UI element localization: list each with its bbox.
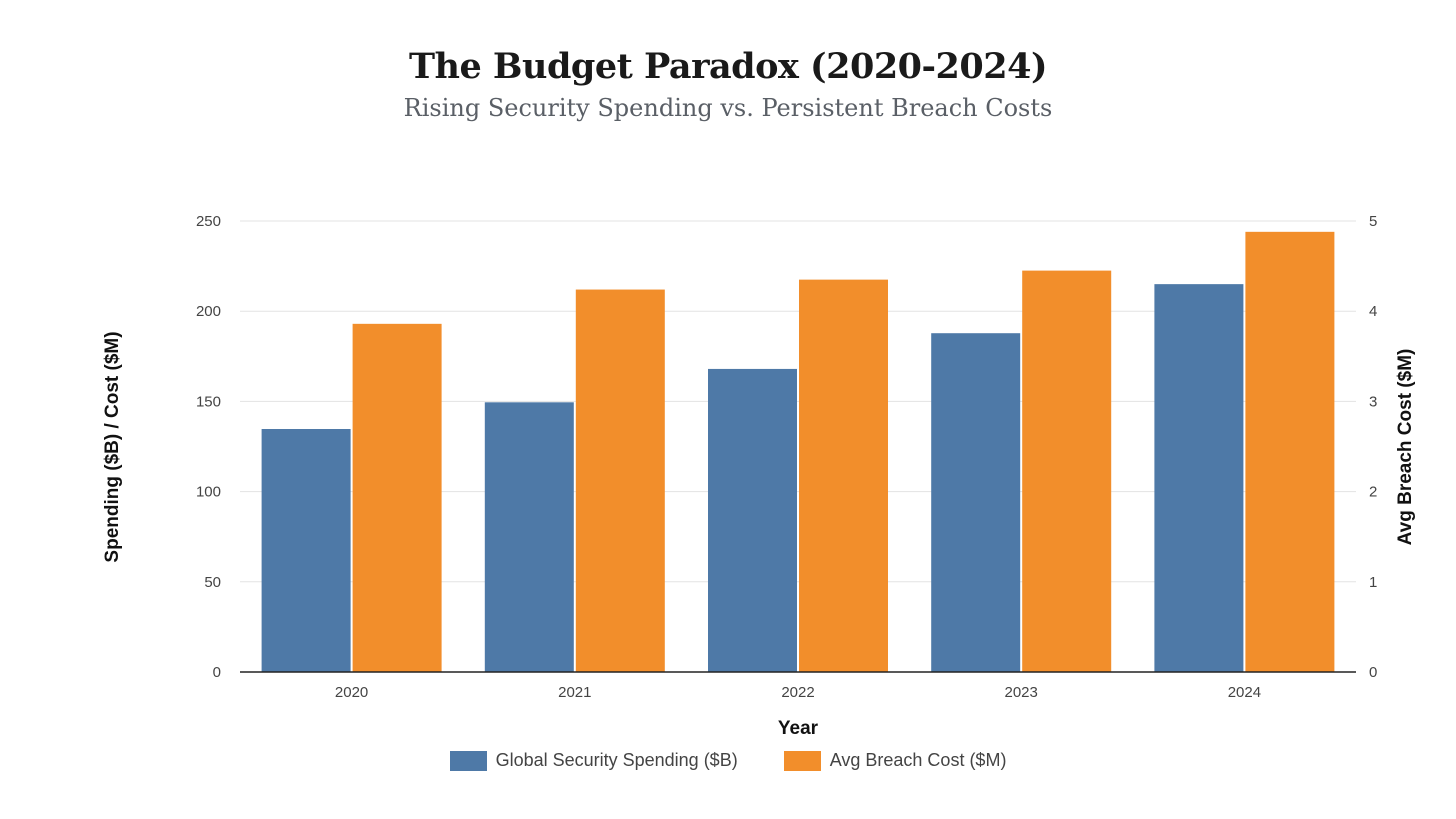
bar-spending[interactable] <box>931 333 1021 672</box>
chart-title: The Budget Paradox (2020-2024) <box>408 46 1048 87</box>
bars <box>261 231 1335 672</box>
x-axis-ticks: 2020 2021 2022 2023 2024 <box>335 684 1261 701</box>
bar-breach-cost[interactable] <box>352 323 442 672</box>
legend-item-spending[interactable]: Global Security Spending ($B) <box>449 750 738 771</box>
legend: Global Security Spending ($B) Avg Breach… <box>0 750 1456 771</box>
legend-label-spending: Global Security Spending ($B) <box>495 750 738 770</box>
y-tick-label-left: 100 <box>196 484 221 501</box>
legend-swatch-breach-cost <box>783 750 821 771</box>
bar-breach-cost[interactable] <box>575 289 665 672</box>
x-tick-label: 2024 <box>1228 684 1261 701</box>
y-tick-label-left: 150 <box>196 393 221 410</box>
y-tick-label-right: 0 <box>1369 664 1377 681</box>
y-axis-right-label: Avg Breach Cost ($M) <box>1395 349 1416 546</box>
bar-spending[interactable] <box>484 402 574 672</box>
x-tick-label: 2021 <box>558 684 591 701</box>
y-tick-label-left: 50 <box>204 574 221 591</box>
y-tick-label-right: 1 <box>1369 574 1377 591</box>
x-tick-label: 2023 <box>1005 684 1038 701</box>
y-axis-left-ticks: 0 50 100 150 200 250 <box>196 213 221 681</box>
y-tick-label-right: 5 <box>1369 213 1377 230</box>
bar-spending[interactable] <box>708 368 797 672</box>
y-tick-label-right: 4 <box>1369 303 1377 320</box>
legend-swatch-spending <box>449 750 487 771</box>
bar-spending[interactable] <box>1154 284 1244 672</box>
x-tick-label: 2022 <box>781 684 814 701</box>
bar-breach-cost[interactable] <box>1022 270 1112 672</box>
chart-subtitle: Rising Security Spending vs. Persistent … <box>403 94 1053 122</box>
bar-breach-cost[interactable] <box>1245 231 1335 672</box>
bar-spending[interactable] <box>261 429 351 672</box>
bar-breach-cost[interactable] <box>799 279 888 672</box>
y-tick-label-right: 2 <box>1369 484 1377 501</box>
y-tick-label-right: 3 <box>1369 393 1377 410</box>
x-tick-label: 2020 <box>335 684 368 701</box>
x-axis-label: Year <box>778 718 819 739</box>
legend-item-breach-cost[interactable]: Avg Breach Cost ($M) <box>783 750 1007 771</box>
y-axis-left-label: Spending ($B) / Cost ($M) <box>102 331 123 562</box>
y-tick-label-left: 250 <box>196 213 221 230</box>
legend-label-breach-cost: Avg Breach Cost ($M) <box>829 750 1007 770</box>
y-tick-label-left: 200 <box>196 303 221 320</box>
y-tick-label-left: 0 <box>213 664 221 681</box>
y-axis-right-ticks: 0 1 2 3 4 5 <box>1369 213 1377 681</box>
